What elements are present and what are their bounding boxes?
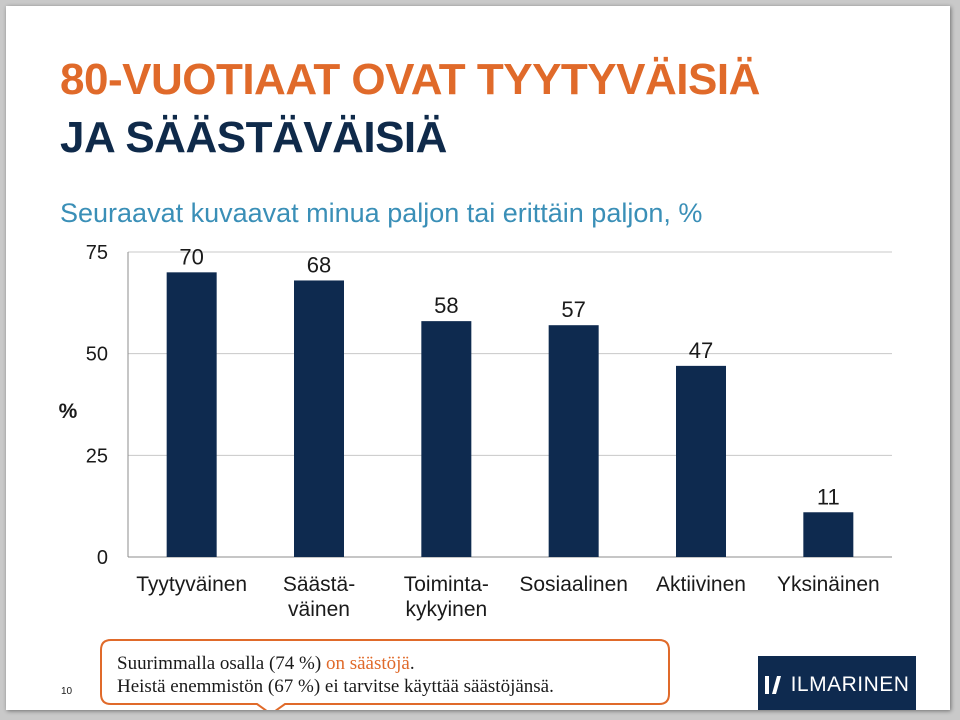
callout-line2: Heistä enemmistön (67 %) ei tarvitse käy… (117, 676, 554, 697)
bar-chart: 70 68 58 57 47 11 0 25 50 75 Tyytyväinen Säästä-v… (59, 242, 892, 621)
y-axis-label: % (59, 400, 78, 423)
ilmarinen-logo: ILMARINEN (758, 656, 916, 710)
logo-text: ILMARINEN (790, 673, 910, 696)
chart-subtitle: Seuraavat kuvaavat minua paljon tai erit… (60, 198, 703, 228)
ilmarinen-logo-icon (764, 676, 781, 694)
x-tick-label-line: Yksinäinen (777, 573, 880, 596)
bar (548, 325, 599, 557)
chart-bars (166, 272, 854, 557)
title-line-1: 80-VUOTIAAT OVAT TYYTYVÄISIÄ (60, 55, 760, 104)
bar (294, 280, 344, 557)
x-tick-label-line: Tyytyväinen (136, 573, 247, 596)
x-tick-label: Sosiaalinen (519, 573, 628, 596)
y-tick-label: 0 (97, 547, 108, 569)
data-label: 11 (817, 484, 840, 509)
x-tick-label-line: kykyinen (405, 598, 487, 621)
data-label: 68 (307, 252, 331, 277)
chart-y-ticks: 0 25 50 75 (86, 242, 108, 569)
x-tick-label-line: Toiminta- (404, 573, 489, 596)
x-tick-label-line: Aktiivinen (656, 573, 746, 596)
callout-line1-accent: on säästöjä (325, 653, 410, 674)
x-tick-label-line: väinen (288, 598, 350, 621)
x-tick-label: Tyytyväinen (136, 573, 247, 596)
bar (421, 321, 472, 557)
data-label: 70 (179, 244, 203, 269)
x-tick-label: Aktiivinen (656, 573, 746, 596)
data-label: 47 (689, 338, 713, 363)
callout-text: Suurimmalla osalla (74 %) on säästöjä. H… (117, 652, 554, 698)
chart-x-ticks: Tyytyväinen Säästä-väinen Toiminta-kykyine… (136, 573, 879, 621)
data-label: 58 (434, 293, 458, 318)
bar (803, 512, 854, 557)
bar (676, 365, 726, 557)
y-tick-label: 50 (86, 344, 108, 366)
callout-line1-suffix: . (409, 653, 415, 674)
callout-line1-prefix: Suurimmalla osalla (74 %) (117, 653, 326, 674)
x-tick-label: Säästä-väinen (283, 573, 355, 621)
y-tick-label: 75 (86, 242, 108, 264)
x-tick-label-line: Sosiaalinen (519, 573, 628, 596)
data-label: 57 (561, 297, 585, 322)
page-number: 10 (61, 686, 73, 697)
x-tick-label: Toiminta-kykyinen (404, 573, 489, 621)
x-tick-label-line: Säästä- (283, 573, 355, 596)
title-line-2: JA SÄÄSTÄVÄISIÄ (60, 113, 447, 162)
callout-box: Suurimmalla osalla (74 %) on säästöjä. H… (100, 639, 670, 710)
callout-frame (100, 639, 670, 710)
x-tick-label: Yksinäinen (777, 573, 880, 596)
bar (166, 272, 217, 557)
chart-gridlines (127, 251, 892, 558)
y-tick-label: 25 (86, 445, 108, 467)
chart-data-labels: 70 68 58 57 47 11 (179, 244, 839, 509)
slide: 80-VUOTIAAT OVAT TYYTYVÄISIÄ JA SÄÄSTÄVÄ… (6, 6, 950, 710)
